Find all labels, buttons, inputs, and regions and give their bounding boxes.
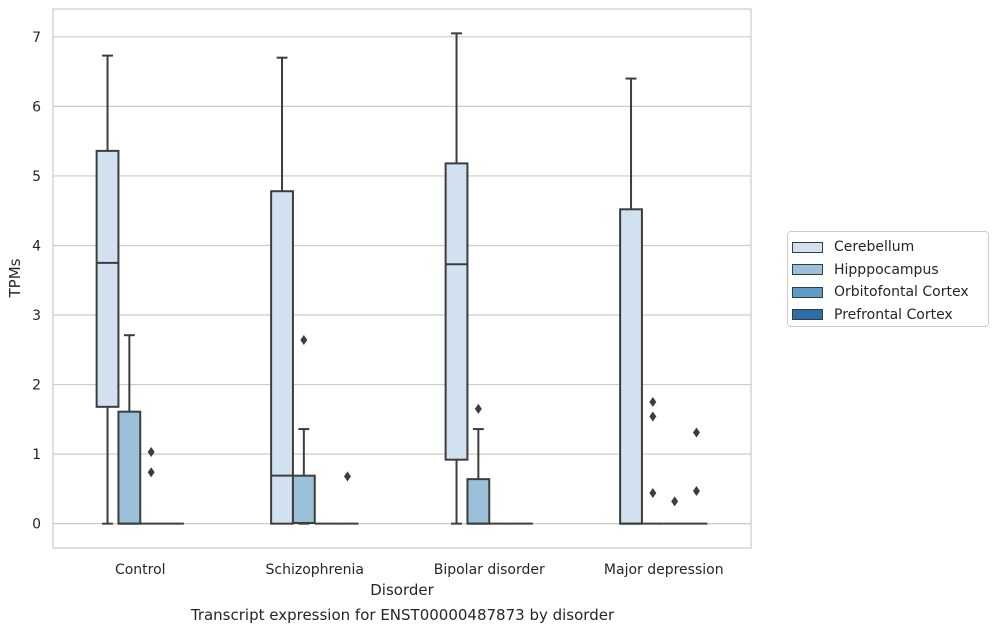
box-iqr xyxy=(619,208,643,525)
x-tick-label: Major depression xyxy=(604,562,724,578)
y-axis-ticks: 0 1 2 3 4 5 6 7 xyxy=(32,30,41,533)
legend-item: Orbitofontal Cortex xyxy=(792,281,988,304)
y-tick-label: 1 xyxy=(32,447,41,463)
outlier-point xyxy=(649,488,657,499)
box-hipppocampus-2 xyxy=(466,403,491,525)
x-tick-label: Control xyxy=(115,562,166,578)
box-iqr xyxy=(117,410,142,525)
outlier-point xyxy=(474,403,482,414)
outlier-point xyxy=(649,411,657,422)
outlier-point xyxy=(671,496,679,507)
legend-item: Hipppocampus xyxy=(792,259,988,282)
legend-swatch xyxy=(792,286,823,298)
y-tick-label: 4 xyxy=(32,238,41,254)
box-cerebellum-3 xyxy=(619,77,643,525)
legend-label: Cerebellum xyxy=(834,239,915,256)
box-hipppocampus-3 xyxy=(641,396,664,525)
y-tick-label: 0 xyxy=(32,517,41,533)
box-cerebellum-0 xyxy=(95,54,120,525)
legend-swatch xyxy=(792,264,823,276)
box-iqr xyxy=(444,162,469,461)
legend: Cerebellum Hipppocampus Orbitofontal Corte… xyxy=(787,231,989,327)
legend-swatch xyxy=(792,241,823,253)
outlier-point xyxy=(147,447,155,458)
box-cerebellum-1 xyxy=(270,56,294,525)
legend-item: Cerebellum xyxy=(792,236,988,259)
plot-area-frame xyxy=(52,8,752,549)
y-axis-title: TPMs xyxy=(6,258,24,298)
box-iqr xyxy=(291,474,316,524)
y-tick-label: 7 xyxy=(32,30,41,46)
outlier-point xyxy=(147,467,155,478)
x-axis-ticks: Control Schizophrenia Bipolar disorder Majo… xyxy=(115,562,724,578)
box-iqr xyxy=(270,190,294,525)
outlier-point xyxy=(649,396,657,407)
x-axis-title: Disorder xyxy=(370,581,434,599)
box-iqr xyxy=(95,149,120,408)
outlier-point xyxy=(692,485,700,496)
box-prefrontal-cortex-1 xyxy=(336,471,359,525)
legend-swatch xyxy=(792,309,823,321)
x-tick-label: Schizophrenia xyxy=(266,562,364,578)
legend-label: Hipppocampus xyxy=(834,261,939,278)
y-tick-label: 6 xyxy=(32,99,41,115)
gridlines xyxy=(53,36,751,525)
x-tick-label: Bipolar disorder xyxy=(434,562,545,578)
box-iqr xyxy=(466,478,491,525)
box-hipppocampus-0 xyxy=(117,334,142,525)
legend-item: Prefrontal Cortex xyxy=(792,304,988,327)
y-tick-label: 5 xyxy=(32,169,41,185)
box-orbitofontal-cortex-0 xyxy=(140,447,163,525)
box-orbitofontal-cortex-3 xyxy=(663,496,686,525)
box-hipppocampus-1 xyxy=(291,335,316,525)
y-tick-label: 2 xyxy=(32,378,41,394)
box-prefrontal-cortex-3 xyxy=(685,427,708,525)
outlier-point xyxy=(343,471,351,482)
chart-caption: Transcript expression for ENST0000048787… xyxy=(190,606,615,624)
y-tick-label: 3 xyxy=(32,308,41,324)
legend-label: Prefrontal Cortex xyxy=(834,306,953,323)
outlier-point xyxy=(692,427,700,438)
legend-label: Orbitofontal Cortex xyxy=(834,284,969,301)
box-cerebellum-2 xyxy=(444,32,469,525)
outlier-point xyxy=(300,335,308,346)
box-marks xyxy=(95,32,708,525)
